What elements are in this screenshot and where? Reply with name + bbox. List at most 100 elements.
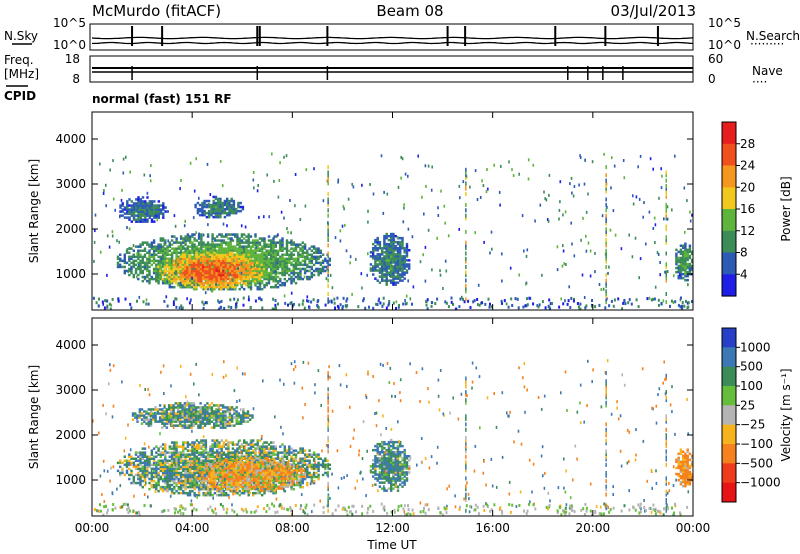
range-cell xyxy=(392,257,395,260)
ground-cell xyxy=(247,298,250,302)
range-cell xyxy=(157,214,160,217)
range-cell xyxy=(201,255,205,259)
range-cell xyxy=(210,281,214,285)
range-cell xyxy=(197,269,200,273)
range-cell xyxy=(188,481,192,485)
range-cell xyxy=(143,471,147,475)
range-cell xyxy=(159,463,162,467)
ground-cell xyxy=(532,302,535,306)
range-cell xyxy=(408,249,411,252)
range-cell xyxy=(256,263,259,267)
range-cell xyxy=(143,261,147,265)
range-cell xyxy=(193,245,196,248)
range-cell xyxy=(150,263,153,267)
sparse-cell xyxy=(546,218,549,221)
range-cell xyxy=(281,255,284,259)
range-cell xyxy=(677,260,680,264)
streak-cell xyxy=(465,251,467,256)
range-cell xyxy=(245,245,248,248)
range-cell xyxy=(677,250,680,254)
range-cell xyxy=(272,249,275,252)
range-cell xyxy=(372,269,375,272)
range-cell xyxy=(164,477,167,481)
range-cell xyxy=(159,259,162,263)
range-cell xyxy=(270,239,273,242)
range-cell xyxy=(242,259,245,263)
range-cell xyxy=(220,263,223,267)
sparse-cell xyxy=(447,234,450,238)
range-cell xyxy=(306,277,309,281)
range-cell xyxy=(231,457,235,460)
range-cell xyxy=(247,265,250,269)
range-cell xyxy=(238,269,241,273)
range-cell xyxy=(155,481,158,485)
range-cell xyxy=(166,481,169,485)
range-cell xyxy=(173,487,176,491)
range-cell xyxy=(188,489,192,493)
range-cell xyxy=(170,445,174,448)
range-cell xyxy=(249,451,253,454)
streak-cell xyxy=(465,270,467,275)
sparse-cell xyxy=(334,236,337,240)
range-cell xyxy=(201,265,205,269)
range-cell xyxy=(270,285,273,289)
sparse-cell xyxy=(382,211,385,215)
range-cell xyxy=(193,237,196,240)
range-cell xyxy=(270,245,273,248)
range-cell xyxy=(197,485,201,489)
range-cell xyxy=(218,245,221,248)
range-cell xyxy=(374,257,377,260)
sparse-cell xyxy=(120,198,123,202)
range-cell xyxy=(128,455,131,458)
range-cell xyxy=(205,203,209,207)
sparse-cell xyxy=(563,262,565,266)
range-cell xyxy=(166,483,169,487)
sparse-cell xyxy=(612,209,615,213)
range-cell xyxy=(238,237,241,240)
range-cell xyxy=(128,198,131,201)
range-cell xyxy=(238,265,241,269)
range-cell xyxy=(207,211,211,215)
range-cell xyxy=(191,441,194,444)
range-cell xyxy=(166,485,169,489)
sparse-cell xyxy=(476,198,479,201)
sparse-cell xyxy=(352,185,355,189)
range-cell xyxy=(186,459,190,462)
sparse-cell xyxy=(351,292,353,296)
range-cell xyxy=(137,261,140,265)
range-cell xyxy=(139,475,142,479)
range-cell xyxy=(199,277,203,281)
range-cell xyxy=(675,256,678,260)
range-cell xyxy=(190,261,194,265)
range-cell xyxy=(159,477,162,481)
range-cell xyxy=(164,443,167,446)
range-cell xyxy=(216,455,219,458)
sparse-cell xyxy=(559,180,562,184)
range-cell xyxy=(392,253,395,256)
range-cell xyxy=(301,245,304,248)
range-cell xyxy=(677,274,680,278)
range-cell xyxy=(139,269,142,273)
range-cell xyxy=(191,233,194,236)
range-cell xyxy=(297,255,300,259)
range-cell xyxy=(157,471,160,475)
range-cell xyxy=(214,215,218,219)
streak-cell xyxy=(665,192,667,197)
ground-cell xyxy=(524,304,527,308)
range-cell xyxy=(175,459,178,462)
sparse-cell xyxy=(212,265,215,269)
range-cell xyxy=(193,449,196,452)
range-cell xyxy=(396,249,400,252)
sparse-cell xyxy=(149,174,151,178)
ground-cell xyxy=(674,300,677,304)
streak-cell xyxy=(465,265,467,269)
range-cell xyxy=(195,277,198,281)
range-cell xyxy=(119,210,122,213)
range-cell xyxy=(191,475,194,479)
range-cell xyxy=(188,443,192,446)
range-cell xyxy=(220,271,223,275)
range-cell xyxy=(164,469,167,473)
range-cell xyxy=(279,283,282,287)
range-cell xyxy=(213,267,216,271)
